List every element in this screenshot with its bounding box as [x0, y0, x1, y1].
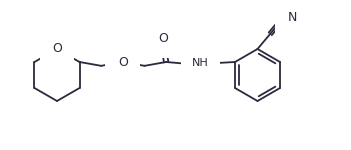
Text: NH: NH	[192, 58, 209, 68]
Text: O: O	[158, 32, 168, 45]
Text: N: N	[288, 11, 297, 24]
Text: O: O	[118, 56, 128, 69]
Text: O: O	[52, 42, 62, 56]
